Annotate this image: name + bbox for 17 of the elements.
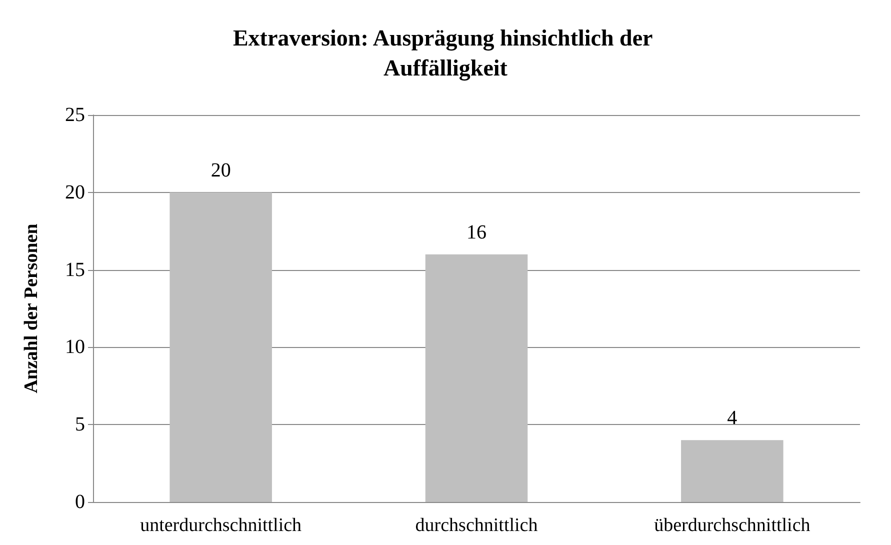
bar xyxy=(425,254,528,502)
x-tick-label: durchschnittlich xyxy=(415,515,538,536)
x-tick-label: unterdurchschnittlich xyxy=(140,515,302,536)
data-label: 20 xyxy=(210,159,231,182)
bar xyxy=(681,440,784,502)
y-axis-title: Anzahl der Personen xyxy=(21,223,42,394)
y-tick-label: 20 xyxy=(65,181,85,204)
y-tick-label: 15 xyxy=(65,258,85,281)
y-tick-label: 10 xyxy=(65,336,85,358)
x-tick-label: überdurchschnittlich xyxy=(654,515,811,536)
y-tick-label: 5 xyxy=(75,414,85,436)
chart-title: Extraversion: Ausprägung hinsichtlich der Auffälligkeit xyxy=(232,26,658,82)
bar xyxy=(170,192,272,502)
data-label: 4 xyxy=(727,407,738,430)
y-tick-label: 25 xyxy=(65,104,85,126)
data-label: 16 xyxy=(466,221,486,244)
y-tick-label: 0 xyxy=(75,491,85,513)
